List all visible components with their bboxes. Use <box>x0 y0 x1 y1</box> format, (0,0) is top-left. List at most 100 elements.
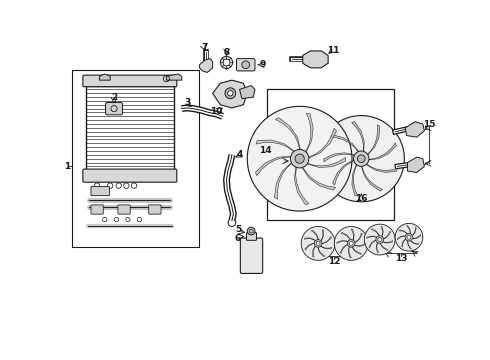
Polygon shape <box>352 122 364 152</box>
Polygon shape <box>305 243 314 250</box>
Polygon shape <box>199 59 213 72</box>
Polygon shape <box>304 238 316 241</box>
Polygon shape <box>313 246 316 257</box>
Text: 5: 5 <box>235 225 241 234</box>
Circle shape <box>395 223 423 251</box>
Polygon shape <box>240 86 255 99</box>
Polygon shape <box>402 239 406 247</box>
Polygon shape <box>340 244 347 254</box>
Text: 4: 4 <box>236 150 243 159</box>
Text: 1: 1 <box>64 162 70 171</box>
Text: 6: 6 <box>235 234 241 243</box>
Text: 13: 13 <box>395 254 408 263</box>
Polygon shape <box>380 243 388 250</box>
Circle shape <box>247 227 255 235</box>
FancyBboxPatch shape <box>118 205 130 214</box>
Polygon shape <box>381 226 383 237</box>
Bar <box>72 70 199 247</box>
Text: 11: 11 <box>327 46 340 55</box>
Polygon shape <box>256 140 294 152</box>
Polygon shape <box>361 166 383 191</box>
FancyBboxPatch shape <box>91 205 103 214</box>
Polygon shape <box>351 229 354 240</box>
Polygon shape <box>341 233 350 240</box>
Polygon shape <box>366 164 397 172</box>
Circle shape <box>357 155 365 163</box>
Circle shape <box>349 242 353 245</box>
Circle shape <box>405 233 413 241</box>
Polygon shape <box>407 225 411 234</box>
Circle shape <box>316 242 320 245</box>
Text: 14: 14 <box>259 147 272 156</box>
Polygon shape <box>369 143 396 160</box>
Polygon shape <box>411 240 419 244</box>
Circle shape <box>376 236 384 243</box>
Polygon shape <box>324 153 355 162</box>
Circle shape <box>301 226 335 260</box>
Polygon shape <box>348 247 351 258</box>
Text: 3: 3 <box>185 98 191 107</box>
Circle shape <box>365 224 395 255</box>
Polygon shape <box>311 230 318 239</box>
Text: 9: 9 <box>260 60 266 69</box>
Polygon shape <box>383 241 393 243</box>
Text: 16: 16 <box>355 194 368 203</box>
FancyBboxPatch shape <box>106 103 122 115</box>
Polygon shape <box>333 160 354 185</box>
Polygon shape <box>309 128 337 158</box>
Polygon shape <box>413 235 421 239</box>
Polygon shape <box>368 125 380 155</box>
Polygon shape <box>369 240 376 248</box>
Polygon shape <box>405 122 424 137</box>
Polygon shape <box>354 243 366 246</box>
Circle shape <box>247 106 352 211</box>
Polygon shape <box>371 229 379 236</box>
FancyBboxPatch shape <box>83 169 177 182</box>
Polygon shape <box>321 230 323 241</box>
Text: 2: 2 <box>111 93 117 102</box>
Circle shape <box>314 239 322 247</box>
Bar <box>267 89 393 220</box>
Circle shape <box>242 61 249 69</box>
Polygon shape <box>294 167 309 204</box>
Polygon shape <box>376 243 379 253</box>
Polygon shape <box>256 156 291 176</box>
Polygon shape <box>213 80 247 108</box>
FancyBboxPatch shape <box>91 186 109 195</box>
Circle shape <box>295 154 304 163</box>
Polygon shape <box>306 113 313 152</box>
Circle shape <box>318 116 404 202</box>
Text: 15: 15 <box>423 120 435 129</box>
Polygon shape <box>322 237 331 244</box>
Circle shape <box>223 59 230 66</box>
Text: 10: 10 <box>210 107 222 116</box>
Circle shape <box>354 151 369 166</box>
Polygon shape <box>99 74 110 80</box>
Polygon shape <box>399 230 408 234</box>
Text: 12: 12 <box>328 257 341 266</box>
Polygon shape <box>320 246 332 249</box>
Polygon shape <box>355 233 362 243</box>
Polygon shape <box>167 74 182 80</box>
Polygon shape <box>352 165 358 196</box>
Polygon shape <box>331 135 359 152</box>
Polygon shape <box>384 231 391 239</box>
Circle shape <box>291 149 309 168</box>
Circle shape <box>228 91 233 96</box>
Circle shape <box>225 88 236 99</box>
FancyBboxPatch shape <box>240 238 263 274</box>
Polygon shape <box>408 241 412 249</box>
Polygon shape <box>274 163 292 199</box>
Polygon shape <box>413 227 416 236</box>
Circle shape <box>220 56 233 69</box>
Circle shape <box>334 226 368 260</box>
FancyBboxPatch shape <box>246 233 257 240</box>
Polygon shape <box>337 240 348 244</box>
Circle shape <box>407 235 411 239</box>
Polygon shape <box>275 118 300 149</box>
Text: 8: 8 <box>223 48 230 57</box>
Polygon shape <box>367 236 377 238</box>
FancyBboxPatch shape <box>83 75 177 87</box>
FancyBboxPatch shape <box>237 59 255 71</box>
Polygon shape <box>302 167 336 190</box>
